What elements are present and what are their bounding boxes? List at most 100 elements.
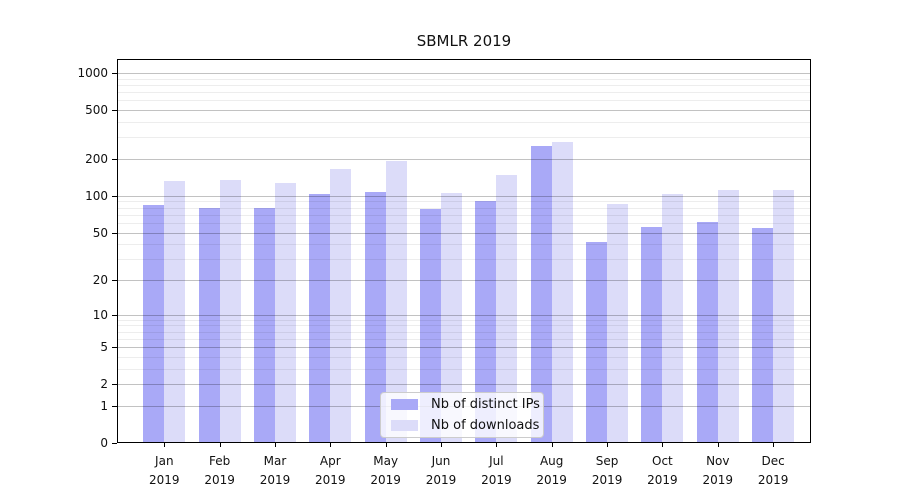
y-axis-tick-label-20: 20 [92, 273, 108, 287]
x-tick-oct [662, 443, 664, 447]
bar-downloads-jul [496, 175, 518, 443]
x-tick-feb [219, 443, 221, 447]
y-tick-200 [112, 159, 117, 160]
y-axis-tick-label-1000: 1000 [77, 66, 108, 80]
gridline-minor-8 [117, 325, 811, 327]
y-tick-0 [112, 443, 117, 444]
x-tick-nov [717, 443, 719, 447]
y-axis-tick-label-5: 5 [100, 340, 108, 355]
gridline-minor-90 [117, 201, 811, 203]
y-tick-50 [112, 232, 117, 234]
x-tick-sep [607, 443, 609, 447]
gridline-minor-80 [117, 207, 811, 209]
y-tick-2 [112, 384, 117, 386]
bar-downloads-jan [164, 181, 186, 443]
y-tick-5 [112, 347, 117, 349]
bar-distinct-ips-oct [641, 227, 663, 443]
bar-distinct-ips-dec [752, 228, 774, 443]
bar-downloads-sep [607, 204, 629, 443]
bar-downloads-dec [773, 189, 795, 443]
gridline-minor-7 [117, 331, 811, 333]
gridline-minor-4 [117, 356, 811, 358]
bar-distinct-ips-may [364, 191, 386, 443]
y-tick-1 [112, 405, 117, 407]
gridline-minor-9 [117, 319, 811, 321]
x-tick-aug [551, 443, 553, 447]
legend-entry-distinct-ips: Nb of distinct IPs [391, 396, 540, 414]
bar-downloads-nov [717, 189, 739, 443]
gridline-minor-700 [117, 92, 811, 94]
x-axis-tick-label-aug: Aug 2019 [536, 454, 567, 487]
gridline-minor-300 [117, 137, 811, 139]
y-tick-10 [112, 314, 117, 316]
bar-downloads-may [385, 160, 407, 443]
x-tick-dec [773, 443, 775, 447]
y-axis-tick-label-10: 10 [92, 307, 108, 322]
legend-label-distinct-ips: Nb of distinct IPs [431, 397, 540, 412]
gridline-major-20 [117, 280, 811, 281]
y-axis-tick-label-100: 100 [85, 188, 108, 203]
x-axis-tick-label-nov: Nov 2019 [702, 454, 734, 487]
x-axis-tick-label-dec: Dec 2019 [757, 454, 789, 487]
gridline-minor-3 [117, 368, 811, 370]
gridline-major-50 [117, 232, 811, 234]
x-axis-tick-label-oct: Oct 2019 [647, 454, 678, 487]
x-tick-apr [330, 443, 332, 447]
x-tick-jan [164, 443, 166, 447]
legend-entry-downloads: Nb of downloads [391, 417, 539, 435]
x-tick-mar [275, 443, 276, 447]
y-tick-1000 [112, 73, 117, 74]
y-axis-tick-label-200: 200 [85, 152, 108, 166]
gridline-minor-400 [117, 122, 811, 123]
bar-downloads-oct [662, 194, 684, 443]
bar-downloads-feb [219, 180, 241, 443]
legend: Nb of distinct IPs Nb of downloads [380, 392, 544, 438]
gridline-minor-60 [117, 222, 811, 224]
bar-distinct-ips-jan [143, 205, 165, 443]
bar-distinct-ips-mar [253, 208, 275, 443]
x-axis-tick-label-jul: Jul 2019 [481, 454, 512, 487]
y-tick-20 [112, 280, 117, 281]
x-axis-tick-label-apr: Apr 2019 [315, 454, 346, 487]
gridline-major-1000 [117, 73, 811, 74]
bar-downloads-apr [330, 168, 352, 443]
legend-label-downloads: Nb of downloads [431, 418, 540, 433]
y-axis-tick-label-1: 1 [100, 398, 108, 413]
bar-distinct-ips-jul [475, 200, 497, 443]
gridline-major-500 [117, 110, 811, 112]
bar-downloads-jun [441, 192, 463, 443]
gridline-minor-70 [117, 214, 811, 216]
y-tick-500 [112, 110, 117, 112]
bar-downloads-mar [274, 183, 296, 443]
legend-swatch-downloads [391, 420, 418, 431]
chart-title: SBMLR 2019 [416, 32, 512, 50]
y-tick-100 [112, 195, 117, 197]
y-axis-tick-label-0: 0 [100, 436, 108, 450]
gridline-major-5 [117, 347, 811, 349]
legend-swatch-distinct-ips [391, 399, 418, 410]
gridline-minor-900 [117, 78, 811, 80]
bar-downloads-aug [551, 142, 573, 443]
gridline-minor-600 [117, 100, 811, 102]
x-tick-may [385, 443, 387, 447]
gridline-minor-800 [117, 85, 811, 86]
y-axis-tick-label-500: 500 [85, 103, 108, 118]
gridline-major-2 [117, 384, 811, 386]
y-axis-tick-label-50: 50 [92, 225, 108, 240]
bar-distinct-ips-apr [309, 193, 331, 443]
x-axis-tick-label-jan: Jan 2019 [149, 454, 180, 487]
bar-distinct-ips-jun [420, 209, 442, 443]
gridline-major-200 [117, 159, 811, 160]
gridline-major-100 [117, 195, 811, 197]
gridline-minor-6 [117, 338, 811, 340]
bar-distinct-ips-aug [530, 145, 552, 443]
x-axis-tick-label-jun: Jun 2019 [425, 454, 457, 487]
y-axis-tick-label-2: 2 [100, 377, 108, 392]
gridline-minor-30 [117, 259, 811, 261]
bar-distinct-ips-feb [198, 208, 220, 443]
x-axis-tick-label-may: May 2019 [370, 454, 401, 487]
bar-distinct-ips-sep [586, 241, 608, 443]
x-axis-tick-label-sep: Sep 2019 [591, 454, 623, 487]
gridline-major-10 [117, 314, 811, 316]
